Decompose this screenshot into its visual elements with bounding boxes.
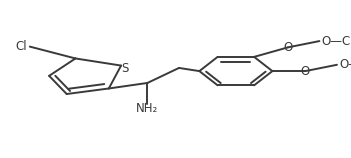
Text: O: O bbox=[301, 65, 310, 78]
Text: O—CH₃: O—CH₃ bbox=[339, 58, 351, 71]
Text: S: S bbox=[121, 62, 129, 75]
Text: Cl: Cl bbox=[15, 40, 27, 53]
Text: NH₂: NH₂ bbox=[136, 102, 159, 115]
Text: O: O bbox=[283, 41, 292, 54]
Text: O—CH₃: O—CH₃ bbox=[322, 35, 351, 48]
